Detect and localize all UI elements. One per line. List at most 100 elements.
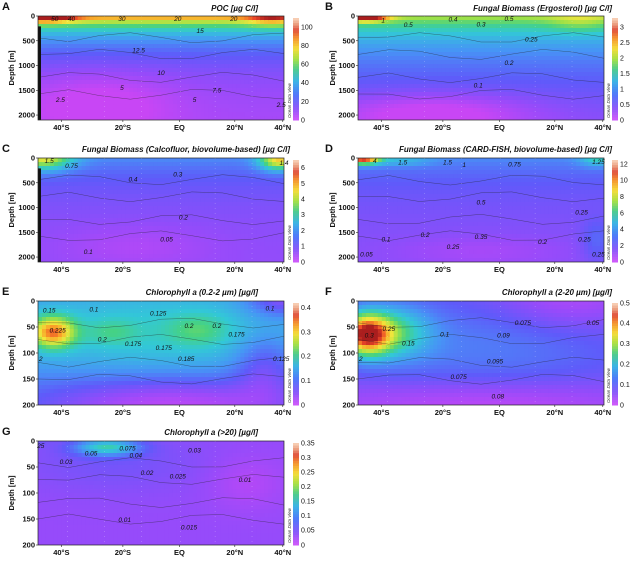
chart-title: Fungal Biomass (Ergosterol) [µg C/l] [473, 4, 612, 13]
colorbar-tick-label: 80 [301, 43, 309, 50]
contour-lines-e [38, 318, 284, 385]
contour-label: 0.125 [150, 311, 167, 318]
y-tick-label: 2000 [18, 111, 35, 120]
odv-watermark: Ocean Data View [287, 224, 292, 260]
x-tick-label: 20°S [115, 123, 131, 132]
contour-label: 0.2 [179, 214, 188, 221]
contour-label: 0.225 [49, 328, 66, 335]
colorbar-b: 0 0.5 1 1.5 2 2.5 3 Ocean Data View [606, 18, 630, 124]
x-tick-label: 20°S [435, 123, 451, 132]
contour-label: 0.08 [491, 394, 504, 401]
contour-label: 0.1 [474, 82, 483, 89]
y-axis-label: Depth [m] [328, 335, 337, 370]
x-tick-label: 40°S [53, 123, 69, 132]
contour-label: 0.125 [273, 356, 290, 363]
contour-label: 0.75 [508, 161, 521, 168]
contour-lines-g [38, 457, 284, 525]
panel-e: 0.15 0.1 0.125 0.1 0.225 0.2 0.2 0.2 0.175 0.175 0… [2, 286, 311, 417]
x-tick-label: 40°S [53, 408, 69, 417]
contour-label: 0.5 [404, 22, 413, 29]
colorbar-tick-label: 0.1 [620, 382, 630, 389]
y-tick-label: 0 [31, 437, 35, 446]
contour-label: 2.5 [55, 97, 65, 104]
y-tick-label: 1500 [338, 228, 355, 237]
heatmap-e [38, 301, 284, 405]
odv-watermark: Ocean Data View [606, 224, 611, 260]
colorbar-tick-label: 1 [620, 86, 624, 93]
x-axis-g: 40°S 20°S EQ 20°N 40°N [53, 545, 291, 557]
x-tick-label: 20°S [115, 548, 131, 557]
colorbar-tick-label: 0.15 [301, 499, 315, 506]
y-axis-b: 0 500 1000 1500 2000 [338, 12, 358, 120]
panel-label: F [325, 286, 332, 298]
contour-lines-f [358, 317, 604, 385]
colorbar-tick-label: 0 [301, 117, 305, 124]
chart-title: Chlorophyll a (>20) [µg/l] [164, 428, 258, 437]
x-tick-label: EQ [174, 408, 185, 417]
x-tick-label: 40°S [53, 265, 69, 274]
contour-label: 0.015 [181, 524, 198, 531]
colorbar-tick-label: 0.5 [620, 102, 630, 109]
plot-frame [37, 157, 285, 263]
x-axis-f: 40°S 20°S EQ 20°N 40°N [373, 405, 611, 417]
x-tick-label: 20°S [115, 265, 131, 274]
contour-label: 0.05 [360, 252, 373, 259]
contour-label: 0.05 [586, 320, 599, 327]
contour-label: 0.175 [228, 331, 245, 338]
contour-labels-f: 0.3 0.25 0.15 0.1 0.09 0.075 0.05 0.075 0.095 0.0… [358, 320, 600, 401]
panel-label: G [2, 426, 11, 438]
contour-lines-a [38, 32, 284, 100]
x-tick-label: 20°N [226, 123, 243, 132]
contour-label: 0.05 [160, 237, 173, 244]
panel-label: C [2, 143, 10, 155]
colorbar-tick-label: 0.4 [301, 305, 311, 312]
x-tick-label: 40°N [594, 265, 611, 274]
colorbar-tick-label: 20 [301, 99, 309, 106]
contour-label: 0.3 [173, 171, 182, 178]
contour-label: 5 [193, 97, 197, 104]
x-tick-label: 40°N [274, 548, 291, 557]
contour-label: 0.1 [265, 305, 274, 312]
heatmap-c [38, 158, 284, 262]
y-tick-label: 1000 [338, 203, 355, 212]
colorbar-ticks: 0 0.05 0.1 0.15 0.2 0.25 0.3 0.35 [301, 440, 315, 549]
colorbar-a: 0 20 40 60 80 100 Ocean Data View [287, 18, 313, 124]
y-tick-label: 2000 [18, 253, 35, 262]
panel-label: A [2, 1, 10, 13]
contour-label: 0.075 [515, 320, 532, 327]
x-tick-label: EQ [494, 265, 505, 274]
y-tick-label: 50 [347, 323, 355, 332]
colorbar-tick-label: 0.25 [301, 469, 315, 476]
contour-label: 50 [51, 16, 59, 23]
y-axis-c: 0 500 1000 1500 2000 [18, 154, 38, 262]
contour-label: 0.2 [98, 337, 107, 344]
contour-label: 0.75 [65, 163, 78, 170]
contour-label: 1.5 [398, 160, 407, 167]
y-tick-label: 200 [342, 401, 355, 410]
colorbar-tick-label: 0.35 [301, 440, 315, 447]
colorbar-tick-label: 0.3 [301, 329, 311, 336]
y-axis-label: Depth [m] [7, 192, 16, 227]
y-tick-label: 500 [342, 36, 355, 45]
contour-label: 0.15 [43, 307, 56, 314]
x-axis-e: 40°S 20°S EQ 20°N 40°N [53, 405, 291, 417]
panel-label: B [325, 1, 333, 13]
y-tick-label: 0 [31, 297, 35, 306]
colorbar-tick-label: 3 [301, 212, 305, 219]
chart-title: Fungal Biomass (Calcofluor, biovolume-ba… [82, 145, 291, 154]
colorbar-ticks: 0 0.1 0.2 0.3 0.4 [301, 305, 311, 409]
x-tick-label: 40°S [373, 123, 389, 132]
y-axis-a: 0 500 1000 1500 2000 [18, 12, 38, 120]
x-tick-label: 20°N [546, 123, 563, 132]
contour-label: 0.01 [118, 517, 131, 524]
chart-title: POC [µg C/l] [211, 4, 258, 13]
x-tick-label: EQ [494, 408, 505, 417]
contour-label: 0.25 [382, 326, 395, 333]
y-tick-label: 2000 [338, 253, 355, 262]
contour-lines-c [38, 174, 284, 242]
contour-label: 10 [157, 70, 165, 77]
x-tick-label: EQ [174, 123, 185, 132]
colorbar-tick-label: 12 [620, 161, 628, 168]
colorbar-tick-label: 0 [301, 542, 305, 549]
x-tick-label: 40°N [274, 265, 291, 274]
